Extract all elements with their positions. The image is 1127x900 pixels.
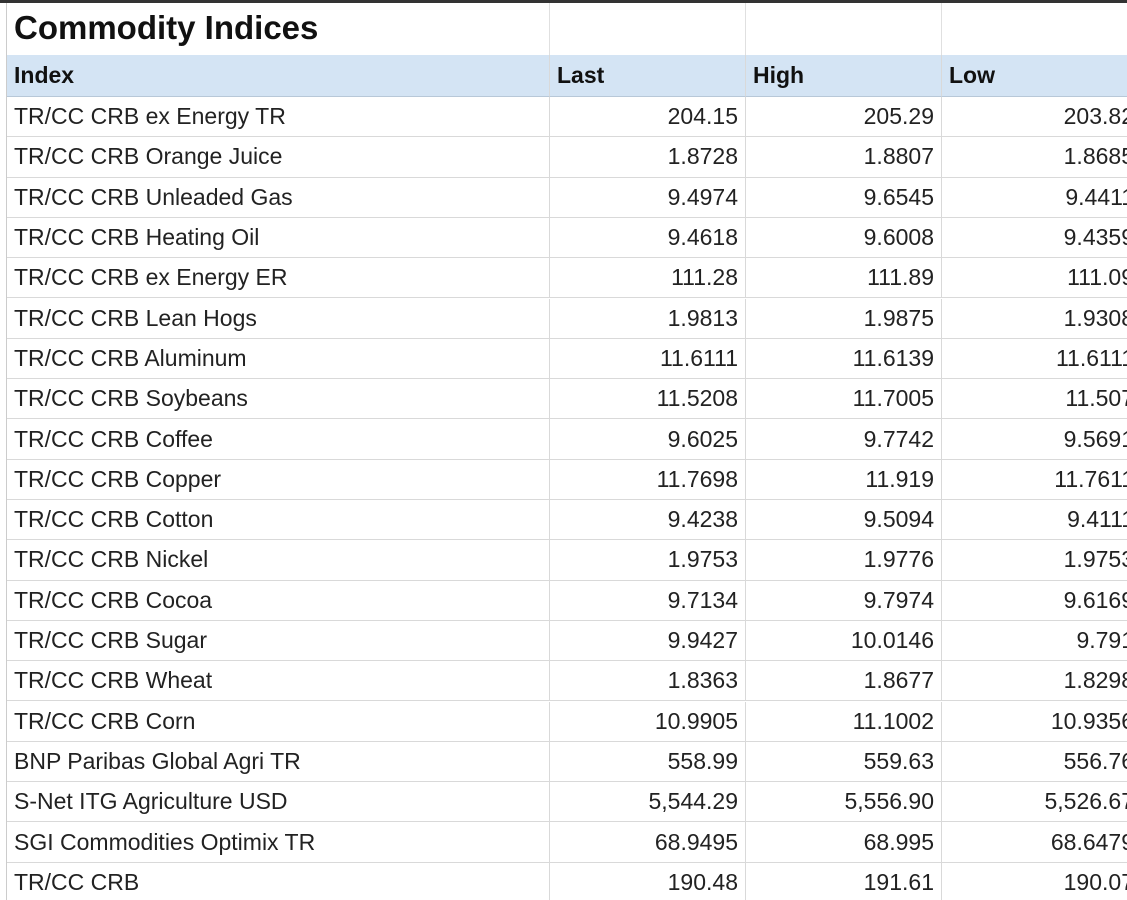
value-cell: 9.7742 <box>746 419 942 460</box>
value-cell: 11.1002 <box>746 701 942 742</box>
value-cell: 9.4411 <box>942 178 1127 218</box>
value-cell: 1.9875 <box>746 298 942 339</box>
value-cell: 11.6111 <box>550 338 746 380</box>
value-cell: 9.7974 <box>746 580 942 621</box>
value-cell: 1.8728 <box>550 137 746 178</box>
index-name: TR/CC CRB ex Energy TR <box>7 97 550 138</box>
index-name: TR/CC CRB Unleaded Gas <box>7 177 550 218</box>
value-cell: 68.995 <box>746 822 942 863</box>
value-cell: 9.4111 <box>942 500 1127 541</box>
value-cell: 11.919 <box>746 459 942 500</box>
index-name: TR/CC CRB Aluminum <box>7 338 550 380</box>
title-cell <box>6 3 550 55</box>
value-cell: 1.9753 <box>550 540 746 581</box>
value-cell: 5,526.67 <box>942 782 1127 823</box>
column-header: Low <box>942 55 1127 97</box>
sheet-title: Commodity Indices <box>14 9 319 46</box>
value-cell: 556.76 <box>942 742 1127 783</box>
value-cell: 1.9308 <box>942 299 1127 339</box>
value-cell: 204.15 <box>550 97 746 138</box>
value-cell: 9.4618 <box>550 217 746 259</box>
index-name: TR/CC CRB Soybeans <box>7 379 550 420</box>
value-cell: 9.6025 <box>550 419 746 460</box>
value-cell: 1.8685 <box>942 137 1127 178</box>
value-cell: 9.5691 <box>942 419 1127 460</box>
value-cell: 190.07 <box>942 863 1127 900</box>
value-cell: 11.6111 <box>942 339 1127 380</box>
column-header: High <box>746 55 942 97</box>
index-name: TR/CC CRB Heating Oil <box>7 217 550 259</box>
index-name: TR/CC CRB Orange Juice <box>7 137 550 178</box>
value-cell: 1.9813 <box>550 298 746 339</box>
value-cell: 191.61 <box>746 862 942 900</box>
sheet-border <box>6 3 7 900</box>
value-cell: 9.6545 <box>746 177 942 218</box>
index-name: TR/CC CRB Sugar <box>7 620 550 662</box>
index-name: BNP Paribas Global Agri TR <box>7 741 550 783</box>
index-name: TR/CC CRB Nickel <box>7 540 550 581</box>
value-cell: 68.6479 <box>942 822 1127 863</box>
value-cell: 559.63 <box>746 741 942 783</box>
index-name: TR/CC CRB Cocoa <box>7 580 550 621</box>
value-cell: 11.507 <box>942 379 1127 420</box>
index-name: TR/CC CRB Lean Hogs <box>7 298 550 339</box>
value-cell: 9.4238 <box>550 500 746 541</box>
value-cell: 1.9776 <box>746 540 942 581</box>
value-cell: 11.7698 <box>550 459 746 500</box>
value-cell: 1.8363 <box>550 661 746 702</box>
value-cell: 10.9356 <box>942 702 1127 742</box>
index-name: TR/CC CRB Wheat <box>7 661 550 702</box>
empty-cell <box>746 3 942 55</box>
value-cell: 111.89 <box>746 258 942 299</box>
index-name: TR/CC CRB Copper <box>7 459 550 500</box>
value-cell: 205.29 <box>746 97 942 138</box>
value-cell: 111.28 <box>550 258 746 299</box>
value-cell: 558.99 <box>550 741 746 783</box>
value-cell: 9.6169 <box>942 581 1127 621</box>
value-cell: 10.0146 <box>746 620 942 662</box>
value-cell: 9.791 <box>942 621 1127 662</box>
index-name: S-Net ITG Agriculture USD <box>7 782 550 823</box>
value-cell: 11.6139 <box>746 338 942 380</box>
value-cell: 1.8298 <box>942 661 1127 702</box>
value-cell: 9.9427 <box>550 620 746 662</box>
value-cell: 1.9753 <box>942 540 1127 581</box>
column-header: Index <box>7 55 550 97</box>
index-name: TR/CC CRB <box>7 862 550 900</box>
value-cell: 9.4359 <box>942 218 1127 259</box>
value-cell: 5,544.29 <box>550 782 746 823</box>
value-cell: 9.6008 <box>746 217 942 259</box>
value-cell: 190.48 <box>550 862 746 900</box>
value-cell: 11.5208 <box>550 379 746 420</box>
value-cell: 1.8677 <box>746 661 942 702</box>
value-cell: 1.8807 <box>746 137 942 178</box>
value-cell: 5,556.90 <box>746 782 942 823</box>
value-cell: 10.9905 <box>550 701 746 742</box>
index-name: TR/CC CRB ex Energy ER <box>7 258 550 299</box>
index-name: TR/CC CRB Coffee <box>7 419 550 460</box>
value-cell: 9.4974 <box>550 177 746 218</box>
value-cell: 111.09 <box>942 258 1127 299</box>
empty-cell <box>550 3 746 55</box>
value-cell: 11.7005 <box>746 379 942 420</box>
column-header: Last <box>550 55 746 97</box>
value-cell: 11.7611 <box>942 460 1127 500</box>
value-cell: 203.82 <box>942 97 1127 138</box>
value-cell: 9.7134 <box>550 580 746 621</box>
value-cell: 9.5094 <box>746 500 942 541</box>
index-name: SGI Commodities Optimix TR <box>7 822 550 863</box>
index-name: TR/CC CRB Corn <box>7 701 550 742</box>
value-cell: 68.9495 <box>550 822 746 863</box>
index-name: TR/CC CRB Cotton <box>7 500 550 541</box>
